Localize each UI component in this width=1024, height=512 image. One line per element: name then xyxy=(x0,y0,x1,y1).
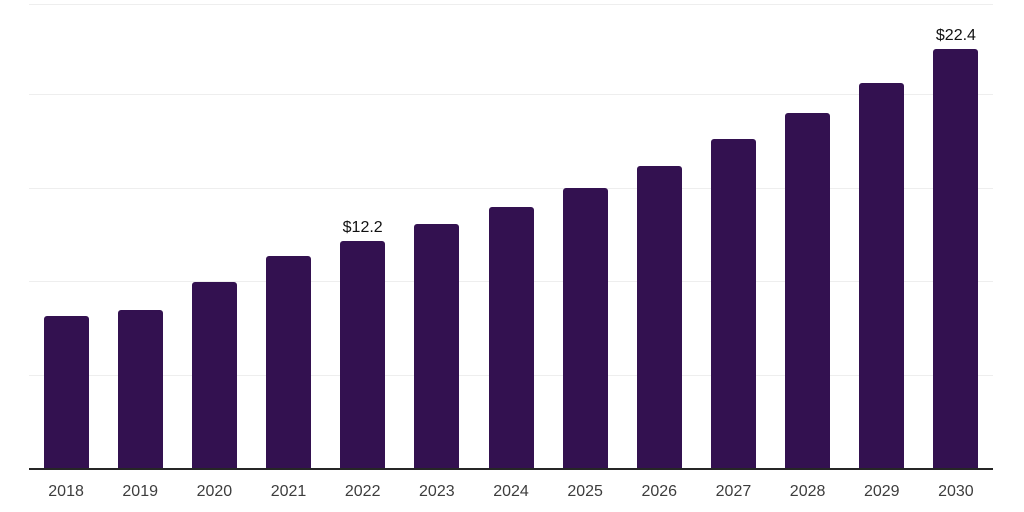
x-tick-label: 2030 xyxy=(938,483,974,500)
bar-2021 xyxy=(266,255,312,470)
gridline xyxy=(29,187,993,189)
x-tick-label: 2020 xyxy=(196,483,233,500)
bar-2026 xyxy=(636,165,682,470)
x-tick-label: 2027 xyxy=(715,483,752,500)
bar-2027 xyxy=(710,139,756,470)
bar-2023 xyxy=(414,223,460,470)
x-axis-line xyxy=(29,468,993,471)
bar-2025 xyxy=(562,188,608,470)
data-label: $22.4 xyxy=(935,27,976,45)
x-tick-label: 2028 xyxy=(789,483,826,500)
data-label: $12.2 xyxy=(342,218,383,236)
bar-2018 xyxy=(43,315,89,470)
plot-top-border xyxy=(29,3,993,5)
bar-2030 xyxy=(933,49,979,470)
bar-2029 xyxy=(859,83,905,470)
x-tick-label: 2029 xyxy=(863,483,900,500)
bar-2020 xyxy=(191,281,237,470)
bar-2022 xyxy=(340,240,386,470)
x-tick-label: 2024 xyxy=(493,483,529,500)
gridline xyxy=(29,93,993,95)
x-tick-label: 2022 xyxy=(344,483,381,500)
bar-2019 xyxy=(117,309,163,470)
x-tick-label: 2021 xyxy=(270,483,307,500)
x-tick-label: 2025 xyxy=(567,483,603,500)
x-tick-label: 2018 xyxy=(48,483,84,500)
x-tick-label: 2023 xyxy=(419,483,455,500)
x-tick-label: 2019 xyxy=(122,483,158,500)
bar-2024 xyxy=(488,206,534,470)
bar-2028 xyxy=(785,113,831,470)
x-tick-label: 2026 xyxy=(641,483,678,500)
